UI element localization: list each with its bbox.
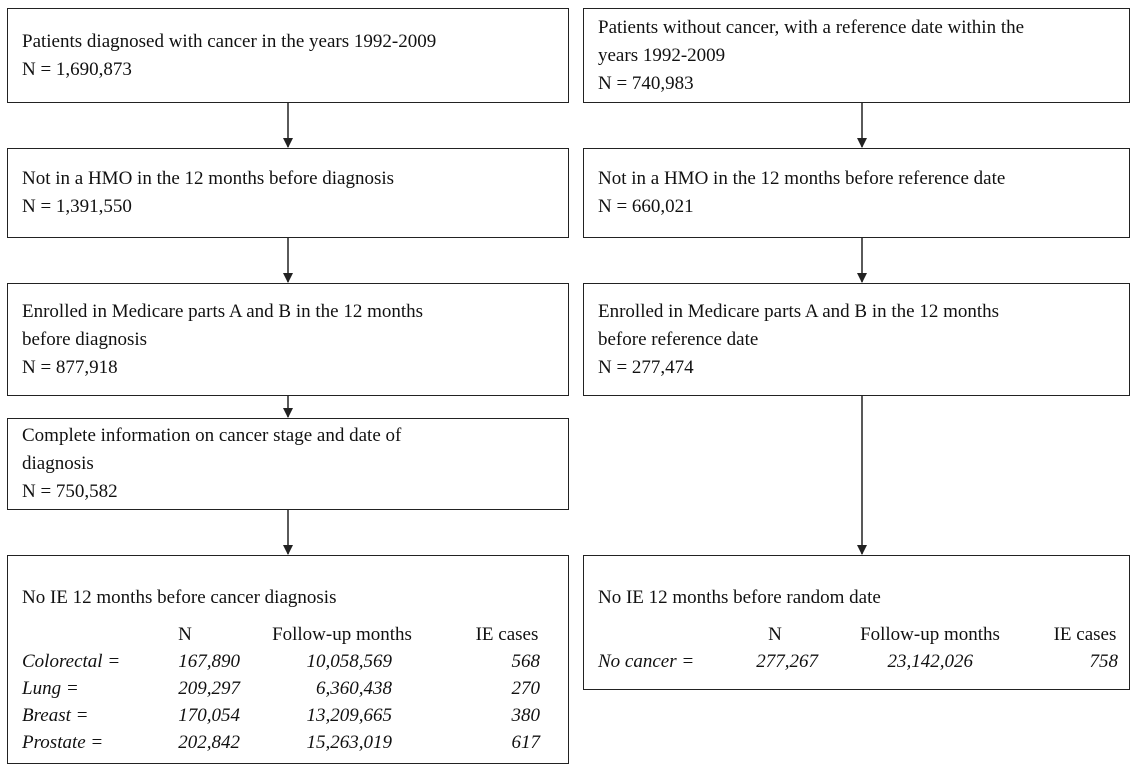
box-text: years 1992-2009	[598, 44, 726, 66]
column-header: Follow-up months	[272, 623, 412, 645]
box-text: Enrolled in Medicare parts A and B in th…	[22, 300, 424, 322]
column-header: IE cases	[1053, 623, 1117, 645]
cell: 617	[511, 731, 541, 753]
box-text: diagnosis	[22, 453, 94, 474]
cell: 277,267	[756, 650, 818, 672]
box-text: N = 750,582	[22, 481, 118, 502]
box-text: before diagnosis	[22, 328, 148, 350]
column-header: N	[768, 623, 782, 645]
box-text: N = 660,021	[598, 196, 694, 217]
box-text: N = 277,474	[598, 356, 694, 378]
cell: 202,842	[178, 731, 240, 753]
row-label: Lung =	[22, 677, 79, 699]
box-text: Patients without cancer, with a referenc…	[598, 16, 1025, 38]
column-header: IE cases	[475, 623, 539, 645]
box-text: N = 1,690,873	[22, 58, 132, 80]
flow-box: Complete information on cancer stage and…	[7, 418, 569, 510]
cell: 13,209,665	[306, 704, 393, 726]
box-title: No IE 12 months before random date	[598, 586, 881, 608]
row-label: Colorectal =	[22, 650, 121, 672]
cell: 209,297	[178, 677, 240, 699]
box-text: Patients diagnosed with cancer in the ye…	[22, 30, 437, 52]
flow-box: Not in a HMO in the 12 months before dia…	[7, 148, 569, 238]
row-label: Breast =	[22, 704, 89, 726]
cell: 170,054	[178, 704, 240, 726]
cell: 568	[511, 650, 541, 672]
cell: 15,263,019	[306, 731, 393, 753]
flow-box: Not in a HMO in the 12 months before ref…	[583, 148, 1130, 238]
flow-box: Patients diagnosed with cancer in the ye…	[7, 8, 569, 103]
box-text: N = 877,918	[22, 356, 118, 378]
flow-box	[7, 555, 569, 764]
cell: 167,890	[178, 650, 240, 672]
box-text: Complete information on cancer stage and…	[22, 425, 402, 446]
box-text: Not in a HMO in the 12 months before dia…	[22, 168, 395, 189]
box-text: N = 740,983	[598, 72, 694, 94]
cell: 10,058,569	[306, 650, 393, 672]
flow-box	[583, 555, 1130, 690]
box-text: N = 1,391,550	[22, 196, 132, 217]
box-text: before reference date	[598, 328, 759, 350]
cell: 6,360,438	[316, 677, 392, 699]
row-label: Prostate =	[22, 731, 104, 753]
cell: 23,142,026	[887, 650, 974, 672]
cell: 270	[511, 677, 541, 699]
cell: 380	[511, 704, 541, 726]
box-text: Not in a HMO in the 12 months before ref…	[598, 168, 1006, 189]
cell: 758	[1089, 650, 1119, 672]
box-title: No IE 12 months before cancer diagnosis	[22, 586, 337, 608]
column-header: Follow-up months	[860, 623, 1000, 645]
flow-box: Patients without cancer, with a referenc…	[583, 8, 1130, 103]
column-header: N	[178, 623, 192, 645]
flow-box: Enrolled in Medicare parts A and B in th…	[7, 283, 569, 396]
row-label: No cancer =	[598, 650, 695, 672]
flow-box: Enrolled in Medicare parts A and B in th…	[583, 283, 1130, 396]
box-text: Enrolled in Medicare parts A and B in th…	[598, 300, 1000, 322]
